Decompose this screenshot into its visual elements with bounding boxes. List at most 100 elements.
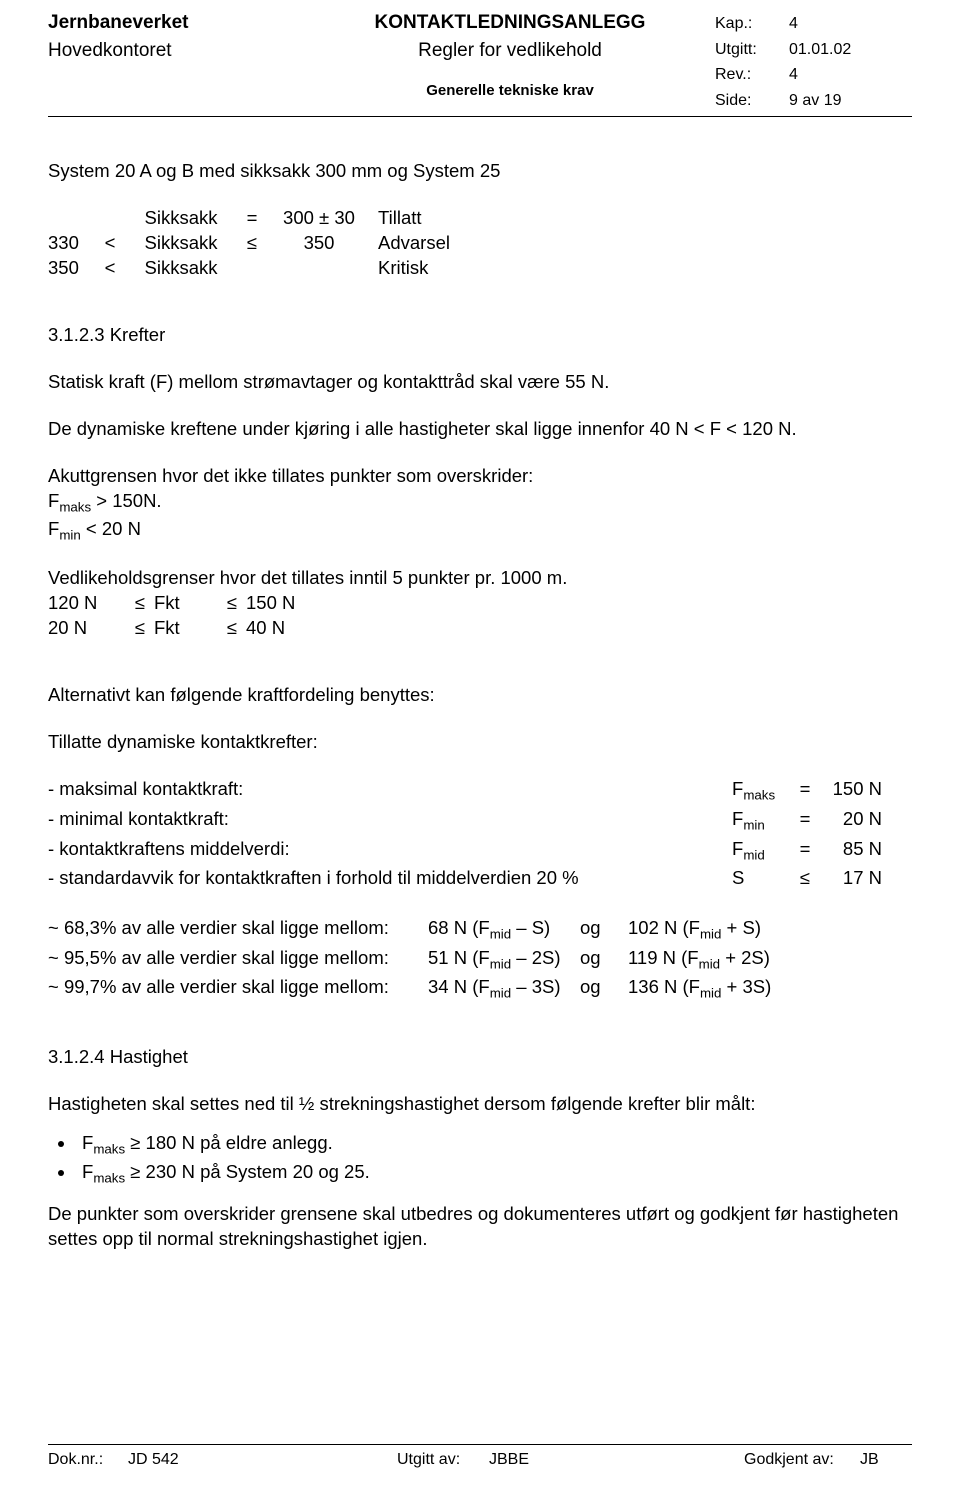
meta-kap-label: Kap.: <box>714 12 786 36</box>
sub: maks <box>59 500 91 515</box>
alt-p1: Alternativt kan følgende kraftfordeling … <box>48 683 912 708</box>
footer-doknr-label: Dok.nr.: <box>48 1449 128 1471</box>
cell <box>48 206 102 231</box>
bullet-item: Fmaks ≥ 180 N på eldre anlegg. <box>76 1131 912 1159</box>
cell: ≤ <box>218 616 246 641</box>
num: 20 N <box>822 807 882 835</box>
sym: F <box>732 778 743 799</box>
hastighet-bullets: Fmaks ≥ 180 N på eldre anlegg. Fmaks ≥ 2… <box>48 1131 912 1188</box>
kraft-val: Fmid = 85 N <box>732 837 912 865</box>
range-og: og <box>580 975 628 1003</box>
hastighet-p2: De punkter som overskrider grensene skal… <box>48 1202 912 1252</box>
eq: = <box>788 807 822 835</box>
cell: < <box>102 231 126 256</box>
cell: 350 <box>268 231 378 256</box>
text: F <box>82 1161 93 1182</box>
sub: min <box>743 818 764 833</box>
fkt-row: 120 N ≤ Fkt ≤ 150 N <box>48 591 912 616</box>
fkt-row: 20 N ≤ Fkt ≤ 40 N <box>48 616 912 641</box>
cell: 300 ± 30 <box>268 206 378 231</box>
footer-utgitt: JBBE <box>489 1449 583 1471</box>
range-og: og <box>580 916 628 944</box>
meta-utgitt-label: Utgitt: <box>714 38 786 62</box>
krefter-p2: De dynamiske kreftene under kjøring i al… <box>48 417 912 442</box>
cell <box>102 206 126 231</box>
meta-side-label: Side: <box>714 89 786 113</box>
section-alternativ: Alternativt kan følgende kraftfordeling … <box>48 683 912 1003</box>
range-label: ~ 99,7% av alle verdier skal ligge mello… <box>48 975 428 1003</box>
range-high: 136 N (Fmid + 3S) <box>628 975 912 1003</box>
sikksakk-heading: System 20 A og B med sikksakk 300 mm og … <box>48 159 912 184</box>
krefter-fmaks: Fmaks > 150N. <box>48 489 912 517</box>
range-row: ~ 68,3% av alle verdier skal ligge mello… <box>48 916 912 944</box>
cell: ≤ <box>126 591 154 616</box>
sub: min <box>59 527 80 542</box>
num: 150 N <box>822 777 882 805</box>
krefter-p3: Akuttgrensen hvor det ikke tillates punk… <box>48 464 912 489</box>
sub: mid <box>743 847 764 862</box>
meta-table: Kap.: 4 Utgitt: 01.01.02 Rev.: 4 Side: 9… <box>712 10 861 114</box>
cell: 150 N <box>246 591 324 616</box>
cell: Advarsel <box>378 231 498 256</box>
cell <box>268 256 378 281</box>
footer-utgitt-label: Utgitt av: <box>397 1449 489 1471</box>
cell: Fkt <box>154 616 218 641</box>
cell: = <box>244 206 268 231</box>
kraft-row: - minimal kontaktkraft: Fmin = 20 N <box>48 807 912 835</box>
kraft-row: - maksimal kontaktkraft: Fmaks = 150 N <box>48 777 912 805</box>
krefter-heading: 3.1.2.3 Krefter <box>48 323 912 348</box>
range-row: ~ 95,5% av alle verdier skal ligge mello… <box>48 946 912 974</box>
range-low: 34 N (Fmid – 3S) <box>428 975 580 1003</box>
sikksakk-row: Sikksakk = 300 ± 30 Tillatt <box>48 206 912 231</box>
cell: ≤ <box>126 616 154 641</box>
eq: ≤ <box>788 866 822 894</box>
krefter-fmin: Fmin < 20 N <box>48 517 912 545</box>
cell: 120 N <box>48 591 126 616</box>
cell: Sikksakk <box>126 231 244 256</box>
meta-kap-value: 4 <box>788 12 859 36</box>
kraft-val: S ≤ 17 N <box>732 866 912 894</box>
alt-p2: Tillatte dynamiske kontaktkrefter: <box>48 730 912 755</box>
sikksakk-row: 330 < Sikksakk ≤ 350 Advarsel <box>48 231 912 256</box>
kraft-label: - maksimal kontaktkraft: <box>48 777 732 805</box>
hastighet-heading: 3.1.2.4 Hastighet <box>48 1045 912 1070</box>
range-low: 68 N (Fmid – S) <box>428 916 580 944</box>
hastighet-p1: Hastigheten skal settes ned til ½ strekn… <box>48 1092 912 1117</box>
cell: Fkt <box>154 591 218 616</box>
num: 85 N <box>822 837 882 865</box>
cell: 20 N <box>48 616 126 641</box>
sub: maks <box>743 788 775 803</box>
text: F <box>48 490 59 511</box>
krefter-p4: Vedlikeholdsgrenser hvor det tillates in… <box>48 566 912 591</box>
header-right: Kap.: 4 Utgitt: 01.01.02 Rev.: 4 Side: 9… <box>712 10 912 114</box>
header-left: Jernbaneverket Hovedkontoret <box>48 10 308 114</box>
cell: Sikksakk <box>126 206 244 231</box>
footer-doknr: JD 542 <box>128 1449 236 1471</box>
range-low: 51 N (Fmid – 2S) <box>428 946 580 974</box>
kraft-val: Fmin = 20 N <box>732 807 912 835</box>
sub: maks <box>93 1142 125 1157</box>
sym: S <box>732 867 744 888</box>
cell: Tillatt <box>378 206 498 231</box>
cell <box>244 256 268 281</box>
range-label: ~ 95,5% av alle verdier skal ligge mello… <box>48 946 428 974</box>
kraft-label: - kontaktkraftens middelverdi: <box>48 837 732 865</box>
text: ≥ 230 N på System 20 og 25. <box>125 1161 370 1182</box>
cell: < <box>102 256 126 281</box>
num: 17 N <box>822 866 882 894</box>
meta-utgitt-value: 01.01.02 <box>788 38 859 62</box>
dept-name: Hovedkontoret <box>48 38 308 64</box>
doc-title-sub: Regler for vedlikehold <box>308 38 712 64</box>
section-hastighet: 3.1.2.4 Hastighet Hastigheten skal sette… <box>48 1045 912 1252</box>
range-high: 102 N (Fmid + S) <box>628 916 912 944</box>
kraft-label: - minimal kontaktkraft: <box>48 807 732 835</box>
sym: F <box>732 808 743 829</box>
kraft-row: - kontaktkraftens middelverdi: Fmid = 85… <box>48 837 912 865</box>
range-high: 119 N (Fmid + 2S) <box>628 946 912 974</box>
range-label: ~ 68,3% av alle verdier skal ligge mello… <box>48 916 428 944</box>
text: F <box>48 518 59 539</box>
range-row: ~ 99,7% av alle verdier skal ligge mello… <box>48 975 912 1003</box>
text: > 150N. <box>91 490 161 511</box>
doc-title-section: Generelle tekniske krav <box>308 81 712 101</box>
cell: 330 <box>48 231 102 256</box>
